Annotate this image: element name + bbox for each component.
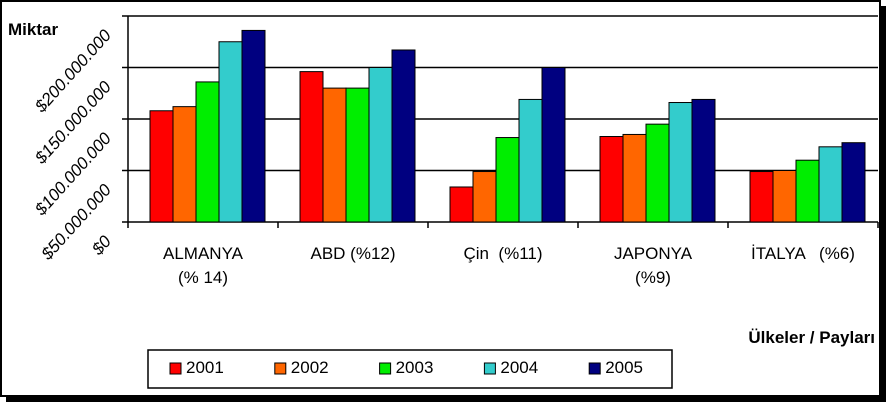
bar bbox=[149, 110, 174, 223]
bar bbox=[322, 87, 347, 223]
shadow bbox=[881, 6, 886, 401]
shadow bbox=[6, 397, 886, 402]
legend-swatch bbox=[169, 362, 182, 375]
legend-label: 2004 bbox=[500, 358, 539, 377]
bar bbox=[218, 41, 243, 223]
x-tick-label: ABD (%12) bbox=[310, 244, 396, 263]
bar bbox=[795, 159, 820, 223]
bar bbox=[668, 102, 693, 223]
bar bbox=[841, 142, 866, 223]
legend-swatch bbox=[483, 362, 496, 375]
bar bbox=[368, 67, 393, 223]
legend-box bbox=[147, 349, 673, 389]
bar bbox=[518, 98, 543, 223]
x-tick-label: Çin (%11) bbox=[463, 244, 543, 263]
bar bbox=[449, 186, 474, 223]
bar bbox=[541, 67, 566, 223]
bar bbox=[622, 133, 647, 223]
bar bbox=[172, 106, 197, 223]
legend-label: 2003 bbox=[395, 358, 434, 377]
bar bbox=[472, 171, 497, 223]
bar bbox=[195, 81, 220, 223]
bar bbox=[645, 123, 670, 223]
legend-swatch bbox=[274, 362, 287, 375]
bar bbox=[818, 146, 843, 223]
bar bbox=[345, 87, 370, 223]
bar bbox=[391, 49, 416, 223]
legend-swatch bbox=[588, 362, 601, 375]
bar bbox=[772, 170, 797, 223]
legend-label: 2001 bbox=[186, 358, 224, 377]
x-axis-title: Ülkeler / Payları bbox=[748, 328, 875, 347]
bar bbox=[599, 136, 624, 223]
bar bbox=[299, 71, 324, 223]
x-tick-label: JAPONYA (%9) bbox=[613, 244, 693, 287]
bar bbox=[749, 171, 774, 223]
x-tick-label: İTALYA (%6) bbox=[751, 244, 855, 263]
legend-label: 2002 bbox=[290, 358, 329, 377]
bar bbox=[691, 98, 716, 223]
bar bbox=[241, 29, 266, 223]
x-tick-label: ALMANYA (% 14) bbox=[163, 244, 243, 287]
y-axis-title: Miktar bbox=[8, 20, 59, 39]
legend-label: 2005 bbox=[605, 358, 644, 377]
bar bbox=[495, 137, 520, 223]
legend-swatch bbox=[379, 362, 392, 375]
